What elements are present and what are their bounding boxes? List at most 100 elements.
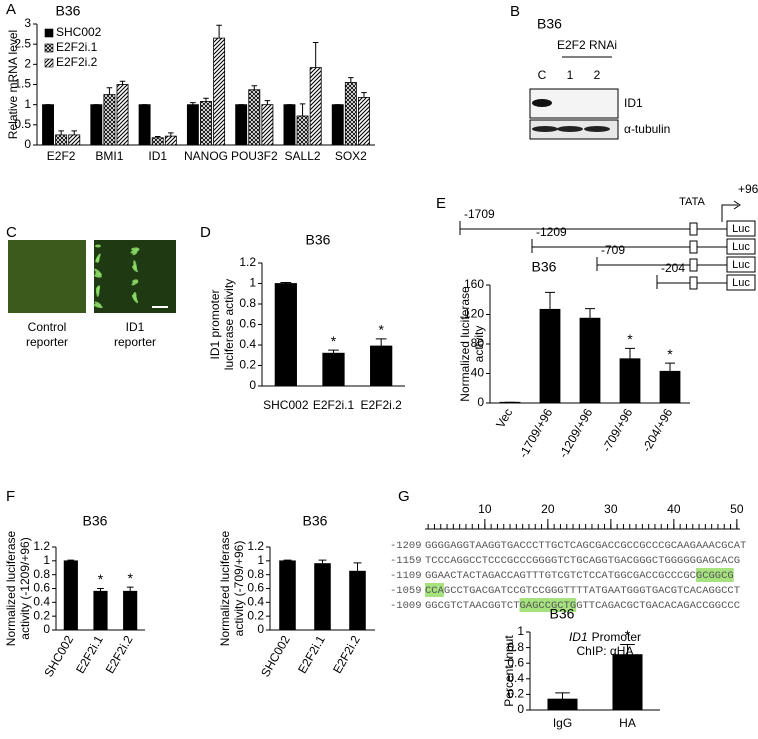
y-tick-label: 120 <box>464 307 484 321</box>
error-bar <box>353 562 362 572</box>
x-tick-label: E2F2i.1 <box>295 633 328 676</box>
luc-label: Luc <box>732 241 750 253</box>
error-bar <box>283 559 292 561</box>
x-tick-label: E2F2i.1 <box>313 398 355 412</box>
tata-box <box>689 222 698 236</box>
y-tick-label: 1.2 <box>239 255 256 269</box>
lane-label: 2 <box>594 68 601 82</box>
x-tick-label: BMI1 <box>95 149 123 163</box>
x-tick-label: -709/+96 <box>599 406 635 455</box>
x-tick-label: ID1 <box>148 149 167 163</box>
y-tick-label: 0.4 <box>33 595 50 609</box>
significance: * <box>98 571 104 587</box>
annotation-part: Promoter <box>592 630 641 644</box>
construct-label: -1209 <box>536 225 567 239</box>
y-tick-label: 0.4 <box>507 671 524 685</box>
tata-label: TATA <box>679 196 705 208</box>
y-tick-label: 0.5 <box>14 117 31 131</box>
cell <box>94 301 102 307</box>
y-tick-label: 0.6 <box>507 655 524 669</box>
chart-title: B36 <box>550 606 575 622</box>
error-bar <box>318 559 327 564</box>
y-tick-label: 0 <box>43 622 50 636</box>
cell <box>93 304 103 308</box>
error-bar <box>555 692 570 700</box>
x-tick-label: E2F2i.2 <box>360 398 402 412</box>
error-bar <box>119 80 126 85</box>
error-bar <box>264 100 271 105</box>
bar <box>539 308 561 404</box>
cell <box>133 260 137 270</box>
sequence-position: -1159 <box>390 555 422 567</box>
significance: * <box>378 322 384 338</box>
lane-label: C <box>538 68 547 82</box>
bar <box>283 104 296 146</box>
cells <box>93 244 140 308</box>
y-tick-label: 0.8 <box>247 567 264 581</box>
y-tick-label: 2 <box>24 57 31 71</box>
y-tick-label: 40 <box>471 366 485 380</box>
bar <box>93 590 108 631</box>
error-bar <box>97 588 104 592</box>
luc-label: Luc <box>732 259 750 271</box>
blot-band <box>557 126 583 132</box>
bar <box>331 104 344 146</box>
lane-label: 1 <box>567 68 574 82</box>
bar <box>619 358 641 404</box>
x-tick-label: E2F2i.2 <box>330 633 363 676</box>
error-bar <box>665 362 675 372</box>
bar <box>123 590 138 631</box>
x-tick-label: E2F2 <box>47 149 76 163</box>
y-tick-label: 1.5 <box>14 77 31 91</box>
bar <box>235 104 248 146</box>
sequence-segment: GGAACTACTAGACCAGTTTGTCGTCTCCATGGCGACCGCC… <box>425 570 696 582</box>
y-tick-label: 0 <box>24 137 31 151</box>
bar <box>344 82 357 146</box>
bar <box>659 370 681 404</box>
legend-swatch <box>44 58 54 68</box>
y-tick-label: 0.6 <box>247 581 264 595</box>
x-tick-label: -1709/+96 <box>516 406 555 460</box>
sequence-segment: GAGCCGCTG <box>520 600 577 612</box>
x-tick-label: SHC002 <box>263 398 309 412</box>
y-axis-label: Normalized luciferase <box>4 530 18 646</box>
error-bar <box>545 291 555 310</box>
image-caption: Control <box>28 320 67 334</box>
legend-label: SHC002 <box>56 25 102 39</box>
tata-box <box>689 258 698 272</box>
tss-arrowhead <box>733 200 741 210</box>
y-tick-label: 0.2 <box>239 358 256 372</box>
y-axis-label: Relative mRNA level <box>6 30 20 139</box>
bar <box>279 560 296 631</box>
tss-arrow <box>721 204 738 222</box>
x-tick-label: E2F2i.2 <box>103 633 136 676</box>
significance: * <box>331 333 337 349</box>
error-bar <box>251 85 258 90</box>
y-tick-label: 1 <box>517 624 524 638</box>
y-tick-label: 0.6 <box>33 581 50 595</box>
y-tick-label: 0 <box>257 622 264 636</box>
error-bar <box>625 347 635 359</box>
bar <box>314 563 331 631</box>
y-axis-label: Normalized luciferase <box>218 530 232 646</box>
blot-treatment: E2F2 RNAi <box>557 38 617 52</box>
cell <box>95 253 101 263</box>
y-tick-label: 0 <box>249 378 256 392</box>
significance: * <box>667 346 673 362</box>
error-bar <box>106 87 113 95</box>
ruler-label: 20 <box>541 502 555 516</box>
error-bar <box>620 643 635 655</box>
bar <box>200 101 212 146</box>
panel-label: F <box>6 488 15 505</box>
bar <box>274 283 297 387</box>
highlight <box>519 598 577 612</box>
ruler-label: 40 <box>667 502 681 516</box>
y-axis-label: activity (-709/+96) <box>232 541 246 637</box>
bar <box>68 134 81 146</box>
y-tick-label: 0 <box>477 395 484 409</box>
x-tick-label: -204/+96 <box>639 406 675 455</box>
bar <box>42 104 54 146</box>
image-caption: reporter <box>26 335 68 349</box>
y-tick-label: 0.8 <box>33 567 50 581</box>
luc-label: Luc <box>732 277 750 289</box>
